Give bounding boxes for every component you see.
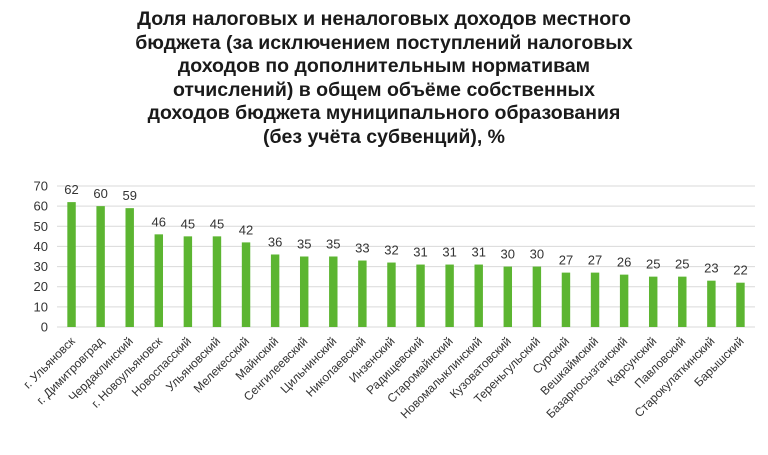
- data-label: 59: [122, 188, 136, 203]
- data-label: 27: [559, 253, 573, 268]
- bar: [241, 242, 251, 327]
- bar: [387, 262, 396, 327]
- y-axis-ticks: 0 10 20 30 40 50 60 70: [34, 179, 48, 335]
- data-label: 23: [704, 261, 718, 276]
- bar: [329, 256, 338, 327]
- bar: [183, 236, 193, 327]
- bar: [561, 272, 571, 327]
- data-label: 46: [152, 214, 166, 229]
- bar: [590, 272, 600, 327]
- data-label: 60: [93, 186, 107, 201]
- data-label: 31: [442, 245, 456, 260]
- bar: [96, 206, 105, 327]
- bar: [474, 264, 483, 327]
- bar: [503, 266, 513, 327]
- data-label: 25: [675, 257, 689, 272]
- bar: [532, 266, 542, 327]
- bar: [125, 208, 134, 327]
- bar: [445, 264, 454, 327]
- data-label: 35: [326, 237, 340, 252]
- bar: [299, 256, 309, 327]
- gridlines: [57, 185, 755, 328]
- bar: [707, 280, 716, 327]
- bar: [648, 276, 658, 327]
- y-tick-label: 20: [34, 279, 48, 294]
- data-label: 62: [64, 182, 78, 197]
- bar: [154, 234, 164, 327]
- chart-title: Доля налоговых и неналоговых доходов мес…: [135, 8, 633, 148]
- y-tick-label: 60: [34, 199, 48, 214]
- data-labels: 62 60 59 46 45 45 42 36 35 35 33 32 31 31 31 30 30 27 27 26…: [64, 182, 747, 278]
- y-tick-label: 10: [34, 299, 48, 314]
- bar: [416, 264, 425, 327]
- y-tick-label: 70: [34, 179, 48, 194]
- bar: [736, 282, 745, 327]
- bar: [358, 260, 367, 327]
- bar: [67, 202, 76, 327]
- bar: [619, 274, 629, 327]
- y-tick-label: 50: [34, 219, 48, 234]
- data-label: 36: [268, 234, 282, 249]
- data-label: 31: [471, 245, 485, 260]
- data-label: 31: [413, 245, 427, 260]
- bar: [678, 276, 687, 327]
- data-label: 25: [646, 257, 660, 272]
- data-label: 32: [384, 243, 398, 258]
- data-label: 33: [355, 241, 369, 256]
- data-label: 26: [617, 255, 631, 270]
- data-label: 30: [530, 247, 544, 262]
- data-label: 27: [588, 253, 602, 268]
- data-label: 45: [181, 216, 195, 231]
- data-label: 22: [733, 263, 747, 278]
- bar: [270, 254, 280, 327]
- data-label: 35: [297, 237, 311, 252]
- bar: [212, 236, 222, 327]
- data-label: 45: [210, 216, 224, 231]
- bars: [67, 202, 745, 327]
- data-label: 42: [239, 222, 253, 237]
- y-tick-label: 0: [41, 320, 48, 335]
- y-tick-label: 40: [34, 239, 48, 254]
- data-label: 30: [501, 247, 515, 262]
- y-tick-label: 30: [34, 259, 48, 274]
